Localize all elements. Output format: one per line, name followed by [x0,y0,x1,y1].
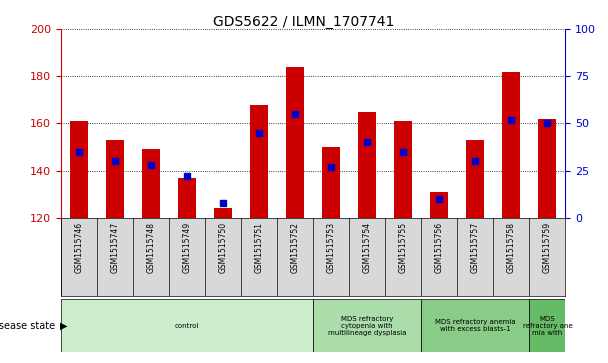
Bar [394,121,412,218]
Bar [286,67,304,218]
Text: GSM1515752: GSM1515752 [291,222,300,273]
Text: GSM1515759: GSM1515759 [543,222,552,273]
Bar [250,105,268,218]
Text: MDS
refractory ane
mia with: MDS refractory ane mia with [522,316,572,336]
Bar [430,192,448,218]
Bar [421,299,530,352]
Bar [502,72,520,218]
Text: GSM1515754: GSM1515754 [363,222,371,273]
Bar [466,140,485,218]
Text: GSM1515751: GSM1515751 [255,222,263,273]
Text: GSM1515757: GSM1515757 [471,222,480,273]
Text: GSM1515758: GSM1515758 [507,222,516,273]
Bar [358,111,376,218]
Bar [142,150,160,218]
Text: GSM1515746: GSM1515746 [74,222,83,273]
Bar [313,299,421,352]
Text: GSM1515750: GSM1515750 [218,222,227,273]
Bar [70,121,88,218]
Text: disease state: disease state [0,321,55,331]
Text: GSM1515748: GSM1515748 [147,222,156,273]
Bar [214,208,232,218]
Text: MDS refractory anemia
with excess blasts-1: MDS refractory anemia with excess blasts… [435,319,516,332]
Bar [322,147,340,218]
Text: GSM1515753: GSM1515753 [326,222,336,273]
Bar [61,299,313,352]
Text: GSM1515747: GSM1515747 [111,222,119,273]
Text: GDS5622 / ILMN_1707741: GDS5622 / ILMN_1707741 [213,15,395,29]
Text: GSM1515756: GSM1515756 [435,222,444,273]
Text: ▶: ▶ [60,321,67,331]
Text: control: control [174,323,199,329]
Bar [178,178,196,218]
Bar [539,119,556,218]
Text: GSM1515749: GSM1515749 [182,222,192,273]
Text: GSM1515755: GSM1515755 [399,222,408,273]
Bar [106,140,124,218]
Bar [530,299,565,352]
Text: MDS refractory
cytopenia with
multilineage dysplasia: MDS refractory cytopenia with multilinea… [328,316,406,336]
